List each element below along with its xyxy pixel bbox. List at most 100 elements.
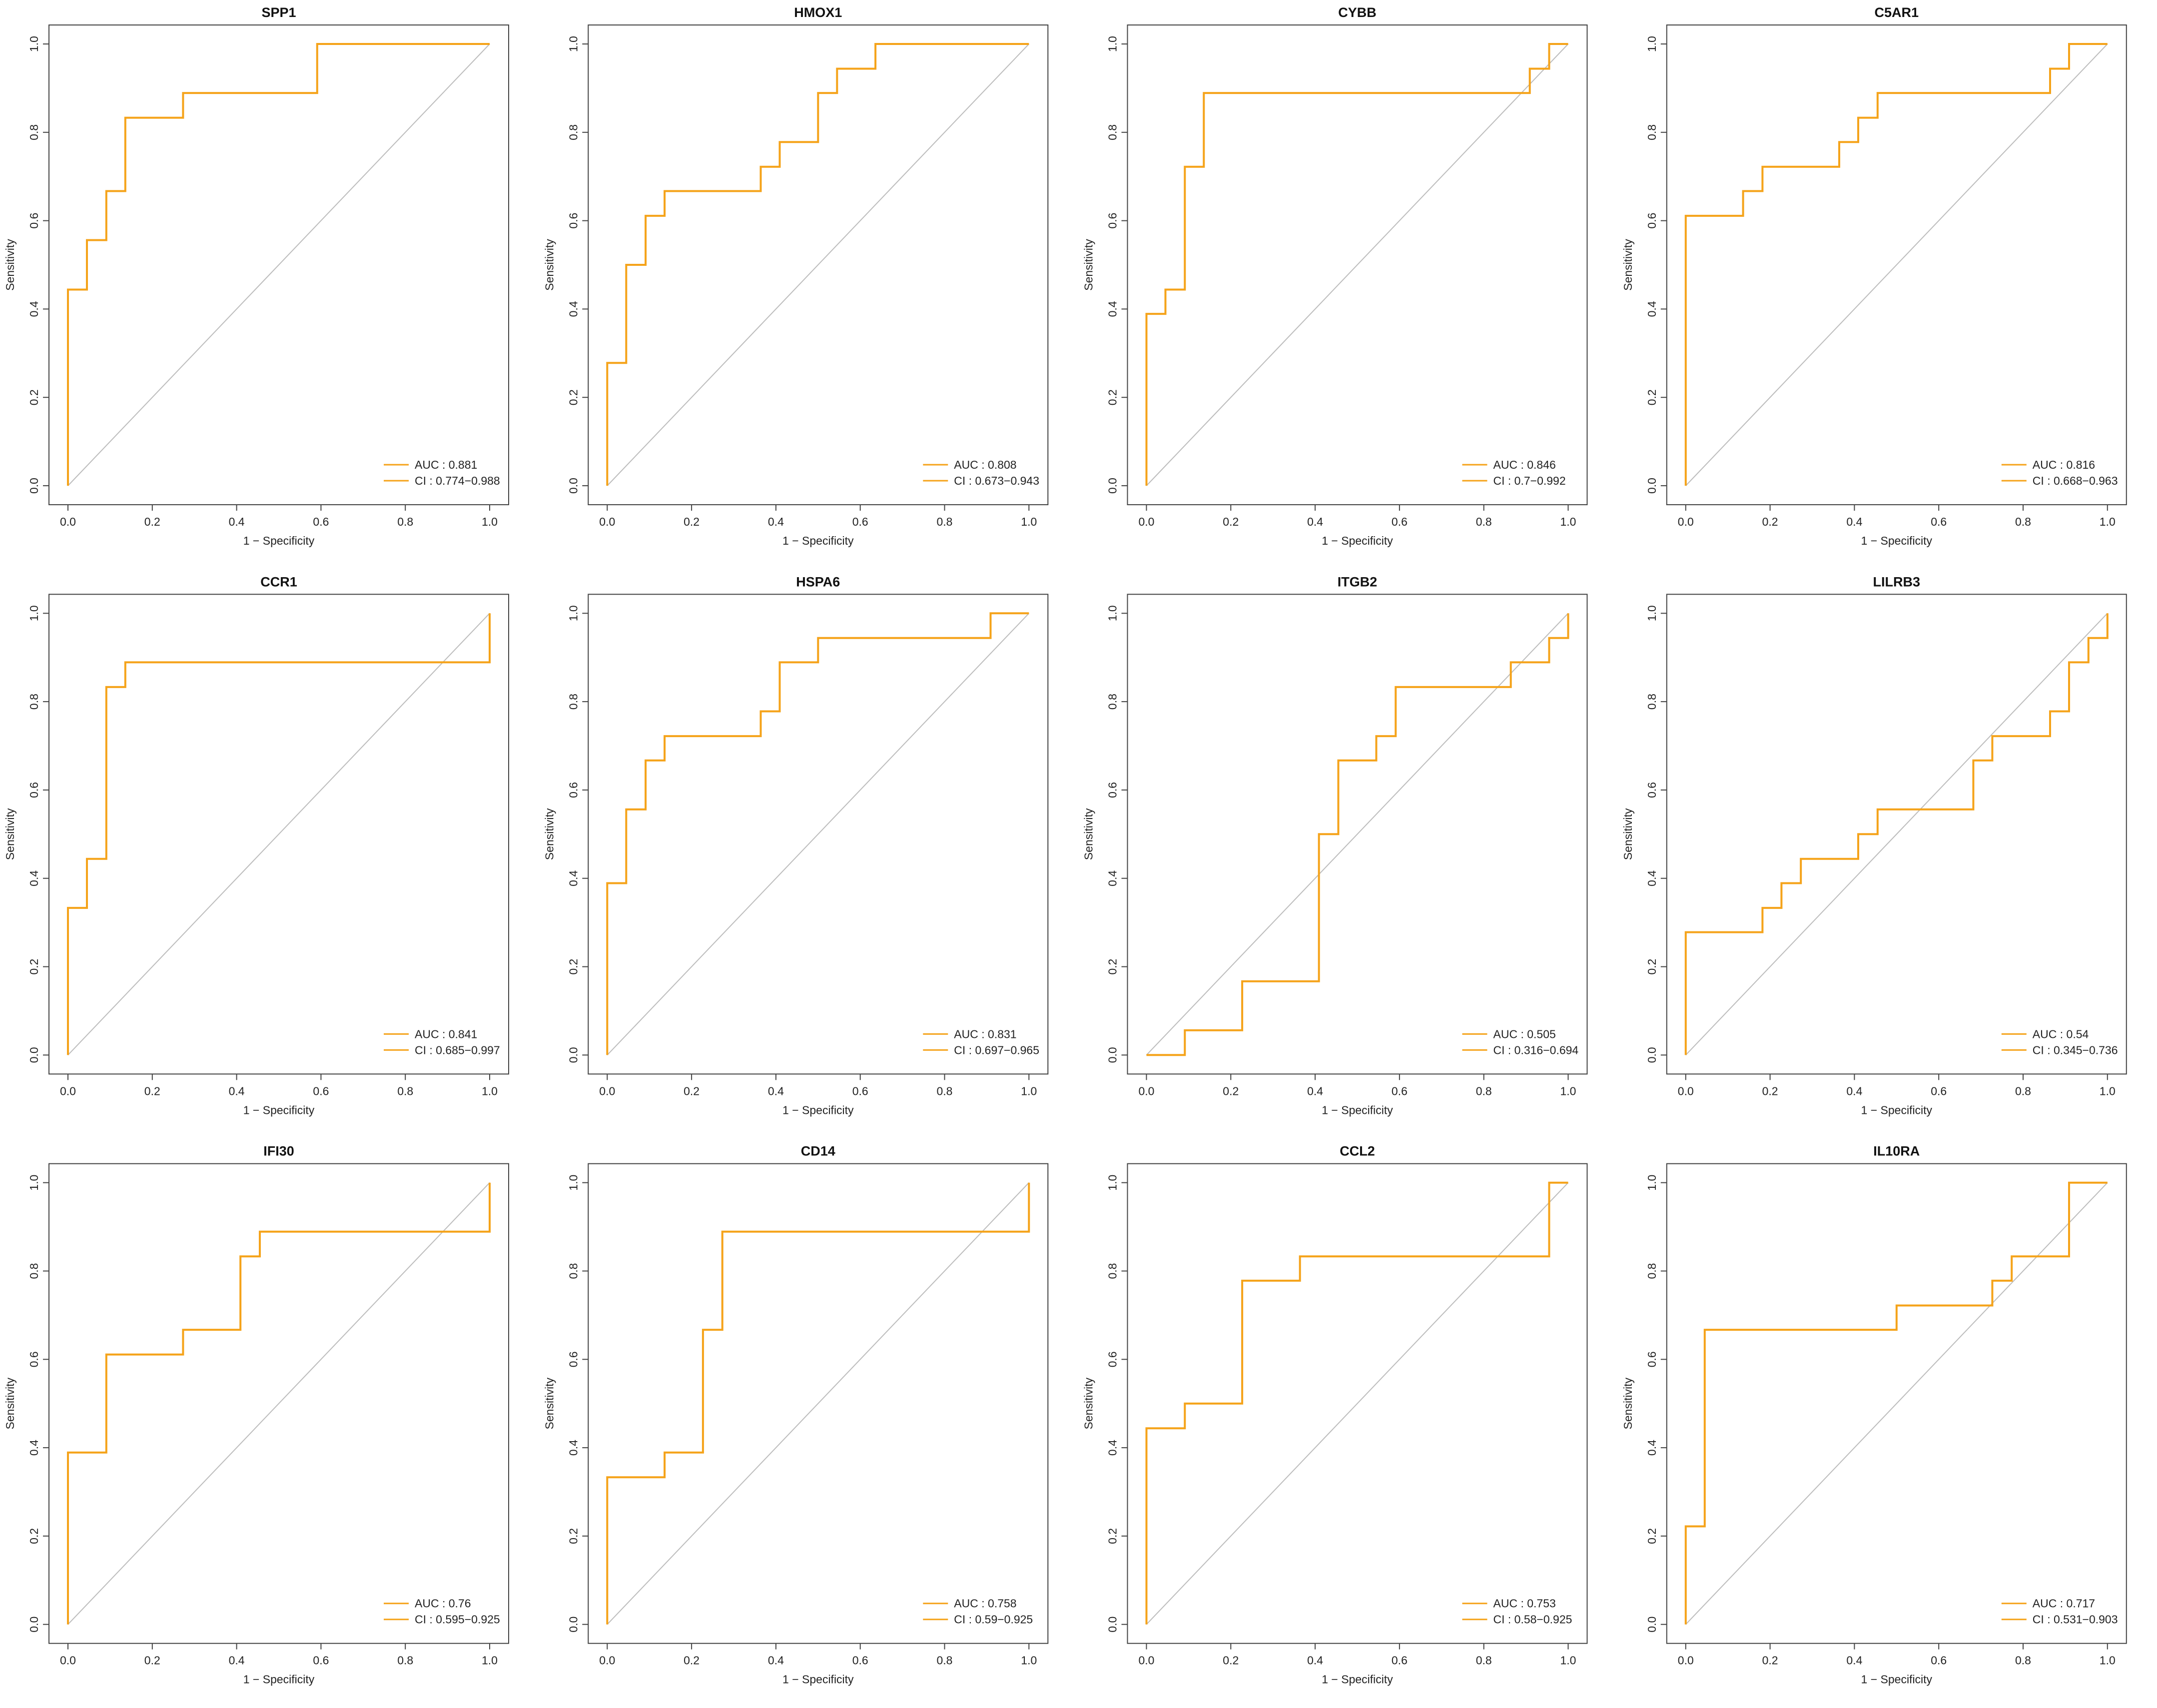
x-tick-label: 0.8 bbox=[937, 1654, 953, 1667]
chart-title: HSPA6 bbox=[796, 574, 840, 589]
y-tick-label: 0.8 bbox=[567, 124, 580, 140]
x-tick-label: 0.4 bbox=[768, 515, 784, 528]
legend-auc: AUC : 0.831 bbox=[954, 1027, 1016, 1040]
y-tick-label: 0.6 bbox=[1106, 213, 1119, 229]
roc-panel-cybb: CYBB 0.0 0.2 0.4 0.6 0.8 1.0 1 − Specificity 0.0… bbox=[1082, 5, 1588, 547]
reference-diagonal bbox=[1146, 613, 1569, 1055]
x-tick-label: 0.4 bbox=[1307, 1654, 1323, 1667]
y-tick-label: 0.4 bbox=[1645, 870, 1658, 886]
y-axis-label: Sensitivity bbox=[543, 808, 556, 860]
x-tick-label: 0.2 bbox=[1223, 515, 1239, 528]
y-tick-label: 0.2 bbox=[567, 1528, 580, 1544]
x-tick-label: 0.0 bbox=[1139, 515, 1155, 528]
y-tick-label: 0.6 bbox=[1645, 782, 1658, 798]
legend-auc: AUC : 0.54 bbox=[2033, 1027, 2089, 1040]
y-tick-label: 1.0 bbox=[27, 1175, 40, 1191]
legend-ci: CI : 0.58−0.925 bbox=[1493, 1613, 1572, 1626]
y-tick-label: 0.6 bbox=[27, 1351, 40, 1367]
y-tick-label: 0.8 bbox=[567, 694, 580, 710]
y-tick-label: 0.4 bbox=[1645, 301, 1658, 317]
x-tick-label: 0.4 bbox=[1846, 515, 1862, 528]
y-axis-label: Sensitivity bbox=[1621, 1377, 1634, 1429]
y-tick-label: 0.8 bbox=[1106, 124, 1119, 140]
plot-frame bbox=[588, 24, 1049, 505]
legend-auc: AUC : 0.841 bbox=[415, 1027, 477, 1040]
y-tick-label: 0.4 bbox=[1645, 1440, 1658, 1456]
plot-frame bbox=[1127, 1163, 1588, 1644]
x-tick-label: 0.8 bbox=[937, 515, 953, 528]
y-tick-label: 0.0 bbox=[1106, 478, 1119, 494]
legend-auc: AUC : 0.758 bbox=[954, 1597, 1016, 1610]
x-tick-label: 0.2 bbox=[144, 515, 160, 528]
y-tick-label: 1.0 bbox=[567, 36, 580, 52]
roc-curve-hspa6 bbox=[606, 612, 1029, 1055]
plot-frame bbox=[1666, 24, 2127, 505]
y-tick-label: 0.8 bbox=[27, 124, 40, 140]
y-tick-label: 0.0 bbox=[567, 1617, 580, 1633]
x-tick-label: 0.4 bbox=[1846, 1654, 1862, 1667]
y-tick-label: 0.0 bbox=[1645, 478, 1658, 494]
x-tick-label: 1.0 bbox=[2100, 1654, 2116, 1667]
y-tick-label: 0.0 bbox=[1106, 1617, 1119, 1633]
x-tick-label: 0.8 bbox=[2015, 515, 2031, 528]
reference-diagonal bbox=[67, 1182, 490, 1625]
x-tick-label: 0.6 bbox=[1931, 1654, 1947, 1667]
y-tick-label: 0.0 bbox=[1106, 1047, 1119, 1063]
y-tick-label: 0.4 bbox=[567, 301, 580, 317]
y-tick-label: 0.2 bbox=[1106, 959, 1119, 975]
x-tick-label: 0.8 bbox=[1476, 515, 1492, 528]
y-tick-label: 0.4 bbox=[27, 870, 40, 886]
x-tick-label: 0.0 bbox=[1678, 515, 1694, 528]
x-tick-label: 0.0 bbox=[1678, 1084, 1694, 1097]
roc-curve-cybb bbox=[1145, 43, 1568, 486]
x-tick-label: 0.2 bbox=[1223, 1654, 1239, 1667]
y-tick-label: 0.6 bbox=[1645, 1351, 1658, 1367]
legend-auc: AUC : 0.753 bbox=[1493, 1597, 1556, 1610]
x-tick-label: 1.0 bbox=[482, 1654, 498, 1667]
y-axis-label: Sensitivity bbox=[1621, 239, 1634, 291]
y-tick-label: 1.0 bbox=[1106, 1175, 1119, 1191]
plot-frame bbox=[48, 24, 509, 505]
x-tick-label: 0.0 bbox=[1678, 1654, 1694, 1667]
x-tick-label: 0.0 bbox=[1139, 1084, 1155, 1097]
x-axis-label: 1 − Specificity bbox=[243, 534, 315, 547]
x-tick-label: 0.8 bbox=[397, 1654, 413, 1667]
y-tick-label: 0.6 bbox=[1645, 213, 1658, 229]
y-tick-label: 0.4 bbox=[567, 870, 580, 886]
y-axis-label: Sensitivity bbox=[543, 1377, 556, 1429]
y-tick-label: 0.6 bbox=[1106, 782, 1119, 798]
legend-ci: CI : 0.59−0.925 bbox=[954, 1613, 1033, 1626]
y-tick-label: 0.4 bbox=[1106, 1440, 1119, 1456]
y-tick-label: 0.8 bbox=[1106, 694, 1119, 710]
y-axis-label: Sensitivity bbox=[1082, 808, 1095, 860]
y-axis-label: Sensitivity bbox=[1082, 1377, 1095, 1429]
x-axis-label: 1 − Specificity bbox=[1861, 1103, 1933, 1116]
y-tick-label: 0.2 bbox=[27, 1528, 40, 1544]
plot-frame bbox=[1127, 594, 1588, 1075]
legend-auc: AUC : 0.717 bbox=[2033, 1597, 2095, 1610]
legend-auc: AUC : 0.76 bbox=[415, 1597, 471, 1610]
y-tick-label: 0.2 bbox=[1645, 959, 1658, 975]
roc-curve-cd14 bbox=[606, 1182, 1030, 1625]
x-tick-label: 1.0 bbox=[482, 1084, 498, 1097]
y-tick-label: 0.6 bbox=[567, 782, 580, 798]
x-axis-label: 1 − Specificity bbox=[1322, 1103, 1393, 1116]
x-tick-label: 0.0 bbox=[1139, 1654, 1155, 1667]
y-tick-label: 0.0 bbox=[27, 1617, 40, 1633]
y-tick-label: 0.8 bbox=[1645, 124, 1658, 140]
x-tick-label: 0.6 bbox=[1392, 515, 1408, 528]
roc-panel-hmox1: HMOX1 0.0 0.2 0.4 0.6 0.8 1.0 1 − Specificity 0.… bbox=[543, 5, 1049, 547]
y-tick-label: 0.8 bbox=[1645, 694, 1658, 710]
y-tick-label: 1.0 bbox=[27, 36, 40, 52]
roc-curve-spp1 bbox=[67, 43, 490, 486]
reference-diagonal bbox=[1685, 613, 2108, 1055]
y-tick-label: 0.4 bbox=[1106, 301, 1119, 317]
roc-panel-lilrb3: LILRB3 0.0 0.2 0.4 0.6 0.8 1.0 1 − Specificity 0… bbox=[1621, 574, 2127, 1116]
x-tick-label: 0.6 bbox=[1392, 1654, 1408, 1667]
roc-panel-ifi30: IFI30 0.0 0.2 0.4 0.6 0.8 1.0 1 − Specificity 0.… bbox=[3, 1144, 509, 1686]
x-tick-label: 0.4 bbox=[768, 1654, 784, 1667]
legend-auc: AUC : 0.816 bbox=[2033, 458, 2095, 471]
x-tick-label: 0.4 bbox=[1307, 1084, 1323, 1097]
x-tick-label: 0.2 bbox=[1223, 1084, 1239, 1097]
